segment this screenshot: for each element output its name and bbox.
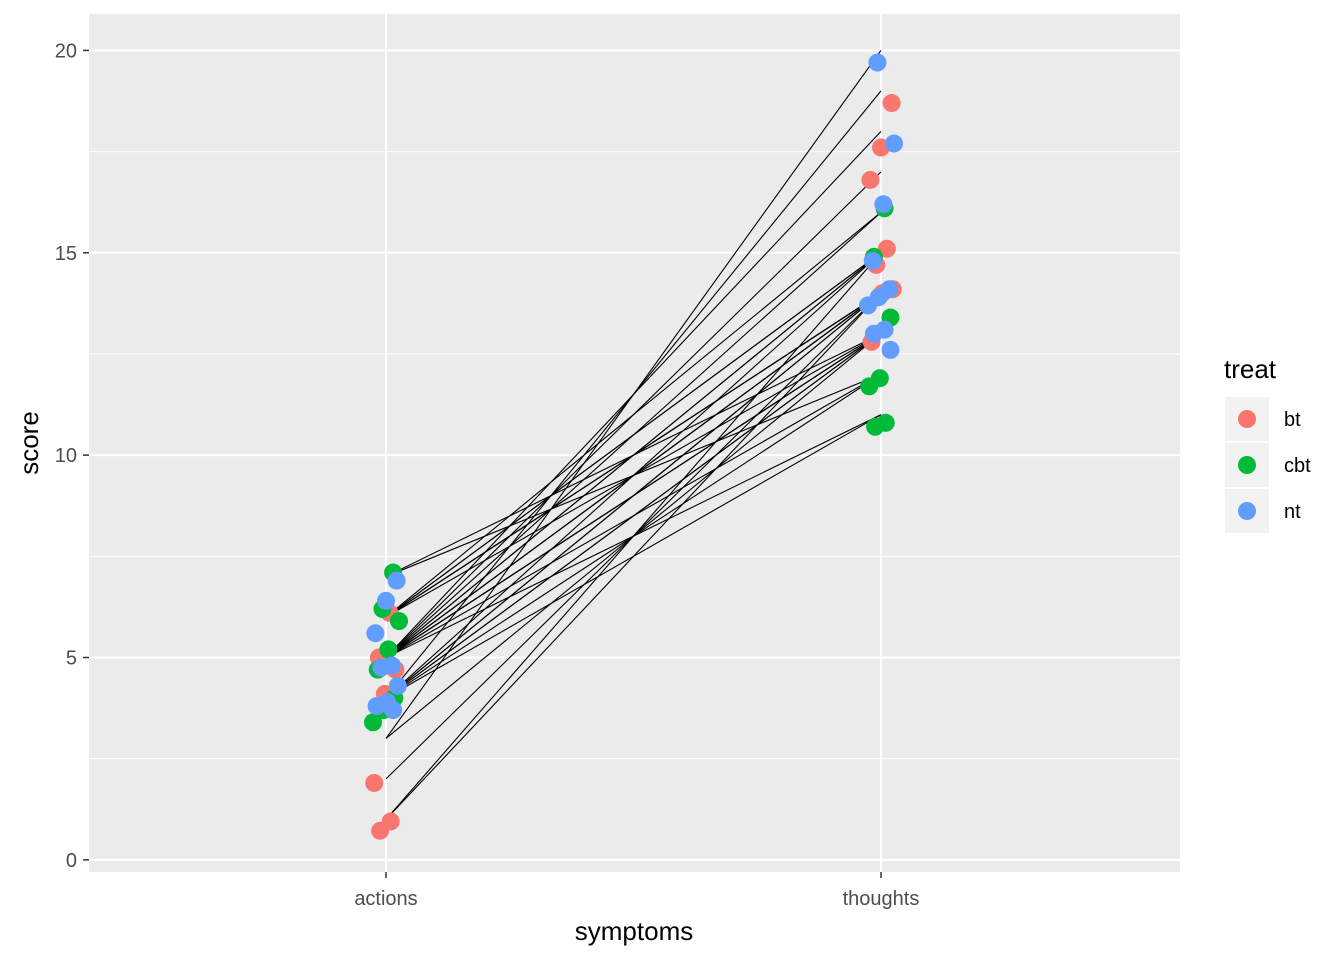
minor-gridlines	[89, 151, 1180, 760]
connecting-lines	[385, 50, 882, 820]
point-nt	[868, 53, 887, 72]
point-nt	[367, 697, 386, 716]
legend-title: treat	[1224, 354, 1277, 384]
point-nt	[377, 591, 395, 610]
connecting-line	[385, 211, 882, 658]
point-bt	[882, 94, 901, 113]
point-nt	[388, 676, 407, 695]
y-axis-title: score	[14, 411, 44, 475]
point-cbt	[866, 417, 885, 436]
point-nt	[881, 340, 900, 359]
point-nt	[387, 571, 406, 590]
plot-panel	[89, 14, 1180, 872]
connecting-line	[385, 171, 882, 658]
y-tick-label: 5	[66, 648, 77, 670]
legend-swatch-bt	[1238, 410, 1256, 428]
x-tick-label: actions	[354, 888, 417, 910]
legend-label-bt: bt	[1284, 409, 1301, 431]
y-tick-label: 0	[66, 850, 77, 872]
connecting-line	[385, 50, 882, 739]
legend: treat bt cbt nt	[1224, 354, 1311, 533]
legend-label-nt: nt	[1284, 501, 1301, 523]
y-tick-label: 20	[55, 40, 77, 62]
point-nt	[885, 134, 903, 153]
legend-label-cbt: cbt	[1284, 455, 1311, 477]
x-axis: actions thoughts	[354, 872, 919, 910]
point-nt	[859, 296, 877, 315]
connecting-line	[385, 252, 882, 658]
y-tick-label: 10	[55, 445, 77, 467]
connecting-line	[385, 252, 882, 820]
legend-swatch-nt	[1238, 502, 1256, 520]
legend-swatch-cbt	[1238, 456, 1256, 474]
point-cbt	[860, 377, 879, 396]
point-cbt	[390, 612, 408, 631]
point-cbt	[364, 713, 382, 732]
major-gridlines	[89, 14, 1180, 872]
x-tick-label: thoughts	[843, 888, 920, 910]
connecting-line	[385, 333, 882, 699]
y-axis: 0 5 10 15 20	[55, 40, 89, 872]
point-nt	[864, 324, 883, 343]
point-nt	[384, 701, 403, 720]
point-nt	[874, 195, 893, 214]
y-tick-label: 15	[55, 243, 77, 265]
connecting-line	[385, 292, 882, 699]
point-nt	[366, 624, 385, 643]
point-nt	[863, 251, 882, 270]
point-bt	[861, 170, 880, 189]
point-bt	[365, 773, 384, 792]
point-nt	[372, 658, 391, 677]
point-cbt	[379, 640, 398, 659]
point-bt	[371, 821, 390, 840]
data-points	[364, 53, 903, 840]
x-axis-title: symptoms	[575, 916, 693, 946]
point-bt	[877, 239, 896, 258]
connecting-line	[385, 292, 882, 820]
